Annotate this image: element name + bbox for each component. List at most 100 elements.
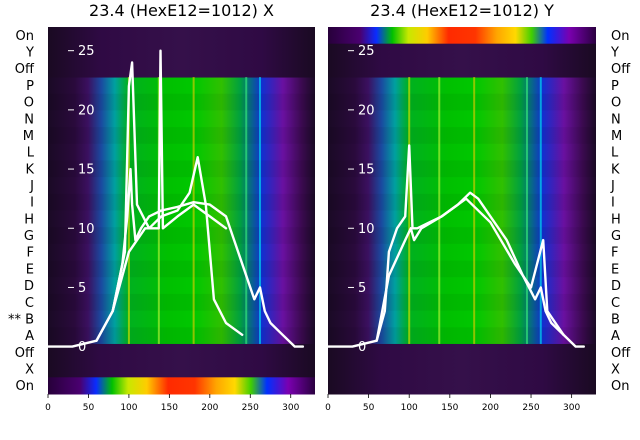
row-label: Off — [15, 346, 35, 361]
x-tick-label: 50 — [83, 403, 95, 413]
x-tick-label: 150 — [441, 403, 458, 413]
heatmap-streak — [473, 77, 476, 344]
row-label: Y — [610, 46, 619, 61]
heatmap-row — [328, 343, 596, 362]
heatmap-row — [48, 60, 315, 78]
heatmap-streak — [245, 77, 248, 344]
x-tick-label: 200 — [201, 403, 218, 413]
row-label: On — [611, 379, 629, 394]
x-tick-label: 0 — [325, 403, 331, 413]
row-label: O — [611, 96, 621, 111]
x-tick-label: 150 — [161, 403, 178, 413]
row-label: E — [26, 262, 34, 277]
x-tick-label: 100 — [401, 403, 418, 413]
heatmap-row — [48, 193, 315, 211]
row-label: M — [611, 129, 622, 144]
heatmap-body — [48, 27, 315, 394]
x-tick-label: 300 — [563, 403, 580, 413]
heatmap-streak — [438, 77, 441, 344]
row-label: On — [16, 29, 34, 44]
heatmap-row — [48, 377, 315, 395]
row-label: Off — [611, 62, 631, 77]
heatmap-row — [48, 43, 315, 61]
y-tick-label: 25 — [358, 44, 375, 59]
heatmap-row — [328, 93, 596, 111]
heatmap-row — [48, 343, 315, 362]
x-tick-label: 250 — [522, 403, 539, 413]
heatmap-row — [48, 360, 315, 378]
row-label: C — [611, 296, 620, 311]
heatmap-row — [328, 293, 596, 311]
x-tick-label: 100 — [120, 403, 137, 413]
overlay-trace — [95, 61, 244, 342]
heatmap-row — [48, 27, 315, 45]
row-label: P — [26, 79, 34, 94]
heatmap-row — [328, 60, 596, 78]
row-label: On — [611, 29, 629, 44]
heatmap-row — [328, 360, 596, 378]
y-tick-label: 5 — [78, 281, 86, 296]
row-label: L — [611, 146, 619, 161]
x-tick-label: 300 — [282, 403, 299, 413]
row-label: L — [27, 146, 35, 161]
heatmap-streak — [408, 77, 411, 344]
heatmap-row — [328, 27, 596, 45]
overlay-trace — [375, 197, 565, 342]
heatmap-row — [48, 327, 315, 344]
row-label: ** B — [8, 312, 34, 327]
row-label: I — [611, 196, 615, 211]
row-label: J — [610, 179, 615, 194]
y-tick-label: 10 — [78, 222, 95, 237]
y-tick-label: 10 — [358, 222, 375, 237]
heatmap-row — [48, 127, 315, 144]
row-label: X — [611, 362, 620, 377]
chart-title: 23.4 (HexE12=1012) X — [89, 1, 274, 20]
row-label: K — [25, 162, 34, 177]
row-label: A — [611, 329, 620, 344]
x-tick-label: 0 — [45, 403, 51, 413]
heatmap-row — [48, 260, 315, 278]
heatmap-row — [328, 327, 596, 344]
row-label: N — [611, 112, 621, 127]
row-label: Off — [15, 62, 35, 77]
heatmap-row — [48, 160, 315, 178]
heatmap-streak — [258, 77, 261, 344]
heatmap-row — [328, 260, 596, 278]
row-label: On — [16, 379, 34, 394]
y-tick-label: 0 — [78, 340, 86, 355]
row-label: G — [24, 229, 34, 244]
row-label: O — [24, 96, 34, 111]
row-label: N — [24, 112, 34, 127]
x-tick-label: 50 — [363, 403, 375, 413]
row-label: M — [23, 129, 34, 144]
row-label: E — [611, 262, 619, 277]
heatmap-row — [328, 160, 596, 178]
heatmap-streak — [539, 77, 542, 344]
row-label: D — [611, 279, 621, 294]
row-label: F — [27, 246, 34, 261]
heatmap-row — [328, 127, 596, 144]
x-tick-label: 250 — [242, 403, 259, 413]
heatmap-row — [328, 377, 596, 395]
y-tick-label: 0 — [358, 340, 366, 355]
heatmap-row — [48, 93, 315, 111]
heatmap-streak — [525, 77, 528, 344]
chart-title: 23.4 (HexE12=1012) Y — [370, 1, 554, 20]
row-label: K — [611, 162, 620, 177]
y-tick-label: 20 — [78, 103, 95, 118]
y-tick-label: 15 — [358, 163, 375, 178]
row-label: I — [30, 196, 34, 211]
row-label: H — [611, 212, 621, 227]
row-label: C — [25, 296, 34, 311]
heatmap-streak — [127, 77, 130, 344]
heatmap-body — [328, 27, 596, 394]
row-label: A — [25, 329, 34, 344]
row-label: H — [24, 212, 34, 227]
x-tick-label: 200 — [482, 403, 499, 413]
heatmap-streak — [192, 77, 195, 344]
heatmap-row — [328, 43, 596, 61]
row-label: F — [611, 246, 618, 261]
